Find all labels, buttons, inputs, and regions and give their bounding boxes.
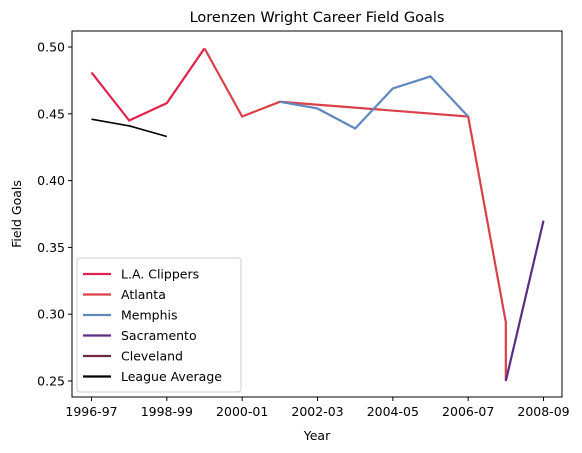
series-line-2 <box>279 75 469 130</box>
series-line-0 <box>90 47 206 122</box>
legend-label: Sacramento <box>121 328 197 343</box>
y-axis-label: Field Goals <box>9 180 24 248</box>
y-tick-label: 0.25 <box>37 373 65 388</box>
x-axis-label: Year <box>303 428 331 443</box>
y-tick-label: 0.50 <box>37 40 65 55</box>
x-tick-label: 1998-99 <box>141 404 193 419</box>
legend-label: League Average <box>121 369 222 384</box>
y-tick-label: 0.35 <box>37 240 65 255</box>
x-tick-label: 1996-97 <box>65 404 117 419</box>
legend-label: L.A. Clippers <box>121 267 199 282</box>
x-tick-label: 2008-09 <box>517 404 569 419</box>
y-tick-label: 0.40 <box>37 173 65 188</box>
series-line-1 <box>203 47 507 381</box>
x-tick-label: 2006-07 <box>442 404 494 419</box>
x-tick-label: 2002-03 <box>291 404 343 419</box>
legend: L.A. Clippers Atlanta Memphis Sacramento Cle… <box>76 257 242 393</box>
legend-label: Cleveland <box>121 349 183 364</box>
x-axis: 1996-97 1998-99 2000-01 2002-03 2004-05 2006-… <box>65 397 570 419</box>
y-tick-label: 0.30 <box>37 307 65 322</box>
series-line-5 <box>91 118 168 138</box>
legend-box <box>76 257 242 393</box>
series-line-3 <box>504 220 545 382</box>
y-tick-label: 0.45 <box>37 106 65 121</box>
legend-label: Atlanta <box>121 287 166 302</box>
legend-label: Memphis <box>121 308 178 323</box>
x-tick-label: 2004-05 <box>367 404 419 419</box>
chart-title: Lorenzen Wright Career Field Goals <box>190 10 445 26</box>
series-layer <box>90 47 545 382</box>
y-axis: 0.25 0.30 0.35 0.40 0.45 0.50 <box>37 40 72 388</box>
x-tick-label: 2000-01 <box>216 404 268 419</box>
